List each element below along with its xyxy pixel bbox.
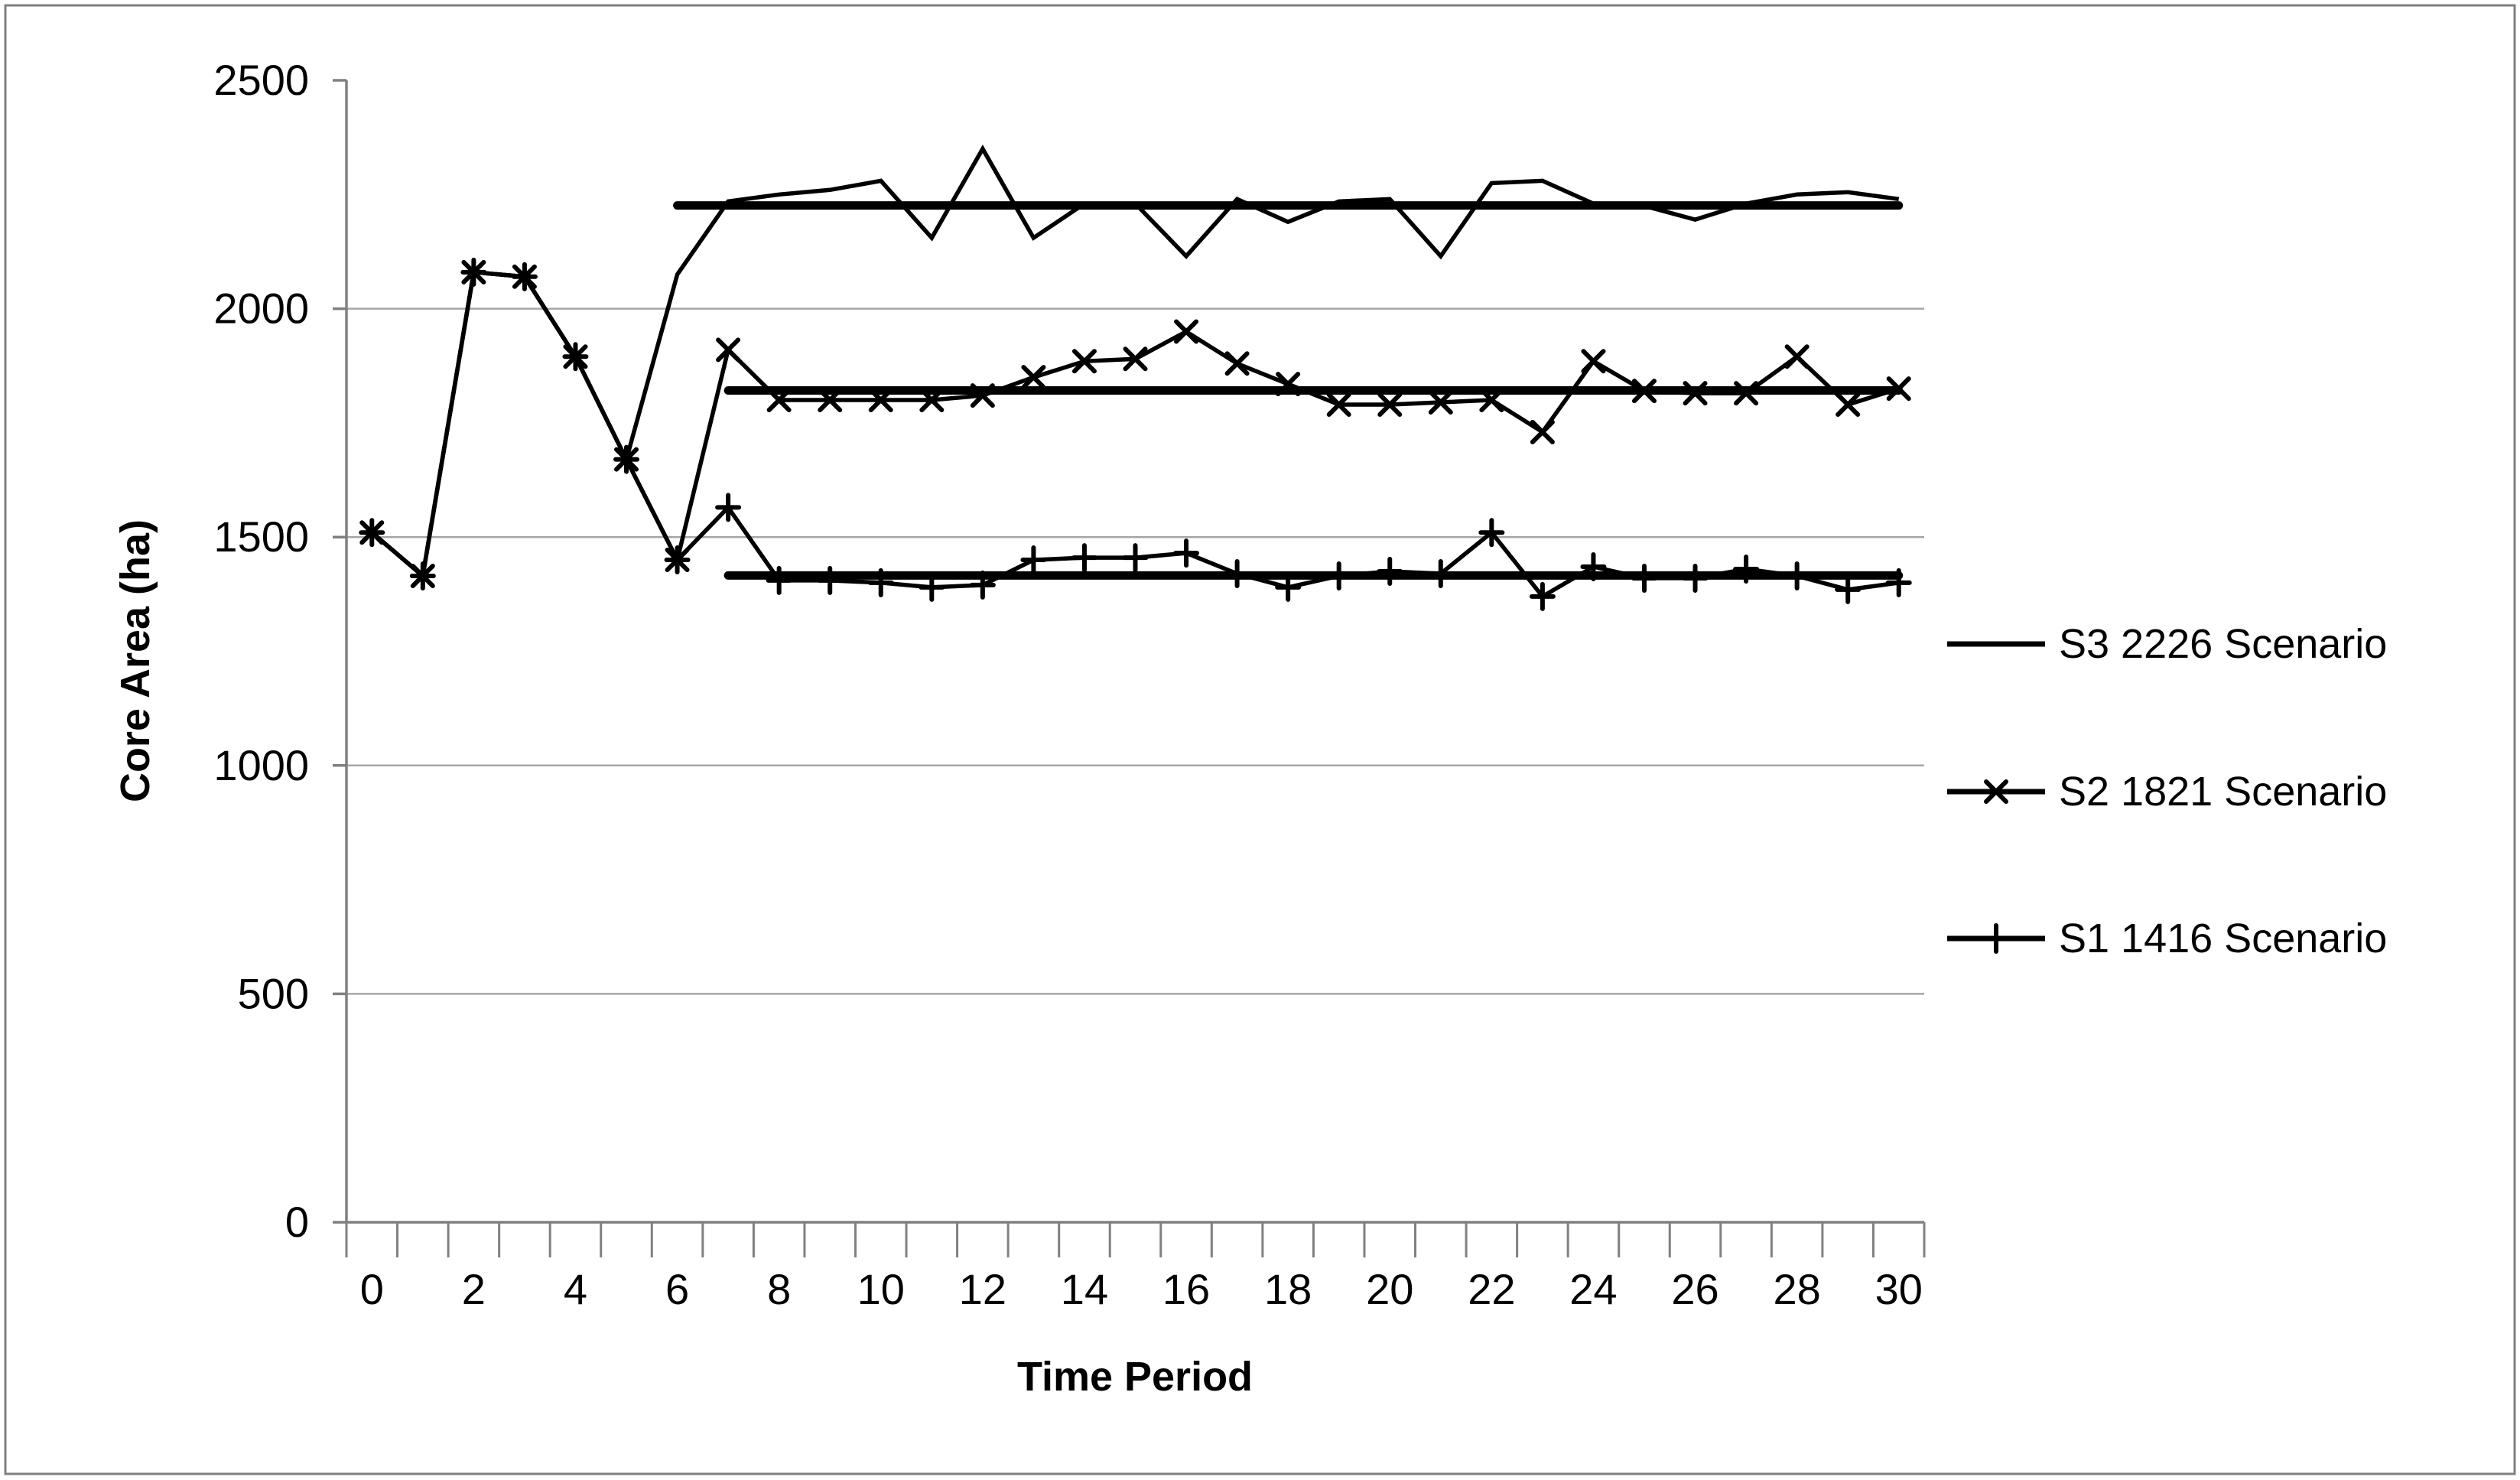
s2-x-marker <box>1377 392 1403 418</box>
actual-line-s2 <box>370 269 1900 581</box>
s2-x-marker <box>1174 319 1199 344</box>
y-tick-label: 1500 <box>213 512 309 561</box>
y-tick-label: 500 <box>238 969 309 1017</box>
s2-x-marker <box>1071 349 1097 374</box>
x-tick-label: 8 <box>767 1265 791 1313</box>
s1-plus-marker <box>1885 568 1912 597</box>
s1-plus-marker <box>1478 518 1505 548</box>
s2-x-marker <box>1784 344 1810 369</box>
x-tick-label: 18 <box>1264 1265 1312 1313</box>
s2-x-marker <box>1326 392 1351 418</box>
s2-x-marker <box>1530 419 1555 444</box>
s1-plus-marker <box>867 568 894 597</box>
s2-x-marker <box>1581 349 1606 374</box>
legend-label-s3: S3 2226 Scenario <box>2059 621 2388 667</box>
s1-plus-marker <box>664 545 691 575</box>
s3-line-sample-icon <box>1947 641 2045 647</box>
s1-plus-marker <box>1224 558 1250 588</box>
s1-plus-marker <box>766 565 792 595</box>
x-axis-title: Time Period <box>1016 1354 1253 1400</box>
legend-item-s2: S2 1821 Scenario <box>1946 771 2387 812</box>
x-tick-label: 22 <box>1468 1265 1515 1313</box>
legend-item-s1: S1 1416 Scenario <box>1946 918 2387 959</box>
s2-x-marker <box>818 388 843 413</box>
s1-plus-marker <box>1325 561 1352 590</box>
s1-plus-marker <box>817 565 844 595</box>
x-tick-label: 26 <box>1671 1265 1718 1313</box>
s1-plus-marker <box>1071 543 1097 573</box>
y-tick-label: 2000 <box>213 285 309 333</box>
s1-plus-marker <box>715 493 742 522</box>
s1-plus-marker <box>919 572 945 602</box>
s1-plus-marker <box>562 342 589 372</box>
x-tick-label: 14 <box>1061 1265 1108 1313</box>
s1-plus-marker <box>969 570 996 600</box>
s2-x-marker <box>970 383 995 408</box>
s1-plus-marker <box>511 262 538 291</box>
s1-plus-marker <box>1784 561 1810 590</box>
s2-x-marker <box>1123 346 1148 372</box>
plus-marker-line-sample-icon <box>1947 923 2045 954</box>
image-border <box>4 4 2516 1475</box>
x-tick-label: 24 <box>1569 1265 1617 1313</box>
s1-plus-marker <box>1631 563 1657 593</box>
x-marker-line-sample-icon <box>1947 779 2045 804</box>
s1-plus-marker <box>1377 556 1403 586</box>
legend-label-s1: S1 1416 Scenario <box>2059 916 2388 961</box>
s2-x-marker <box>766 388 792 413</box>
s2-x-marker <box>1683 381 1708 406</box>
s1-plus-marker <box>409 561 436 590</box>
y-tick-label: 0 <box>285 1198 309 1246</box>
x-tick-label: 2 <box>462 1265 486 1313</box>
x-tick-label: 0 <box>360 1265 384 1313</box>
s2-x-marker <box>1276 372 1301 397</box>
x-tick-label: 30 <box>1875 1265 1923 1313</box>
s1-plus-marker <box>1122 543 1149 573</box>
x-tick-label: 16 <box>1162 1265 1210 1313</box>
s2-x-marker <box>1479 388 1504 413</box>
s1-plus-marker <box>1529 581 1556 611</box>
s1-plus-marker <box>1173 538 1200 568</box>
s2-x-marker <box>1428 390 1453 415</box>
x-tick-label: 28 <box>1773 1265 1820 1313</box>
s1-plus-marker <box>1682 563 1709 593</box>
s2-x-marker <box>1836 392 1861 418</box>
s1-plus-marker <box>1733 555 1760 584</box>
s1-plus-marker <box>359 518 385 548</box>
actual-line-s3 <box>370 145 1900 581</box>
y-tick-label: 2500 <box>213 56 309 104</box>
s2-x-marker <box>868 388 893 413</box>
s2-x-marker <box>1734 381 1759 406</box>
s1-plus-marker <box>1275 572 1302 602</box>
y-axis-title: Core Area (ha) <box>112 519 158 803</box>
s1-plus-marker <box>1427 558 1454 588</box>
x-tick-label: 6 <box>665 1265 689 1313</box>
legend-label-s2: S2 1821 Scenario <box>2059 769 2388 815</box>
s1-plus-marker <box>1580 552 1607 582</box>
x-tick-label: 20 <box>1366 1265 1413 1313</box>
x-tick-label: 12 <box>959 1265 1006 1313</box>
s2-x-marker <box>1021 365 1046 390</box>
s2-x-marker <box>1224 351 1250 376</box>
y-tick-label: 1000 <box>213 741 309 789</box>
s1-plus-marker <box>1020 545 1047 575</box>
s2-x-marker <box>1631 379 1657 404</box>
legend-item-s3: S3 2226 Scenario <box>1946 623 2387 665</box>
s2-x-marker <box>919 388 945 413</box>
s1-plus-marker <box>460 257 487 287</box>
x-tick-label: 10 <box>857 1265 905 1313</box>
s2-x-marker <box>716 337 741 363</box>
s1-plus-marker <box>1835 574 1862 604</box>
x-tick-label: 4 <box>564 1265 587 1313</box>
s1-plus-marker <box>613 444 640 474</box>
s2-x-marker <box>1886 376 1911 402</box>
